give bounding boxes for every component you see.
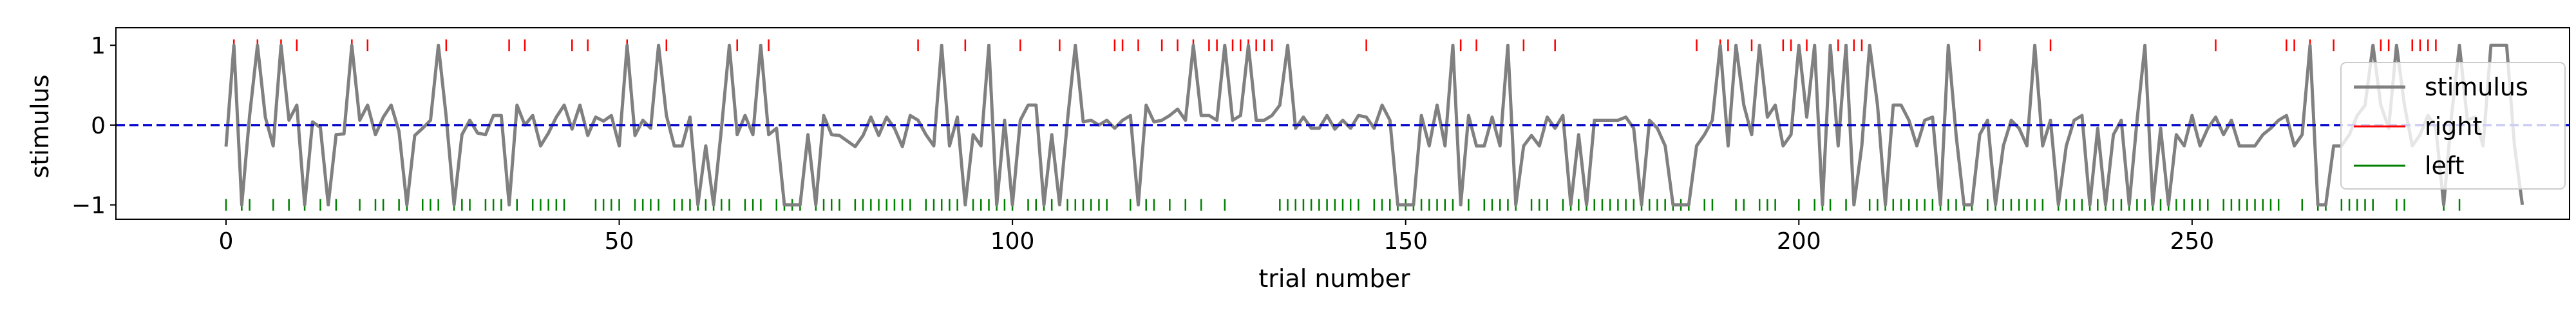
x-tick-label: 0 (219, 228, 234, 255)
x-tick-label: 250 (2170, 228, 2214, 255)
x-tick-label: 200 (1777, 228, 1821, 255)
y-tick-label: −1 (71, 193, 106, 219)
axes-frame (115, 27, 2570, 220)
legend: stimulus right left (2340, 62, 2566, 190)
y-tick-label: 1 (91, 33, 106, 59)
y-axis-label: stimulus (26, 75, 54, 179)
x-tick-label: 150 (1383, 228, 1428, 255)
legend-right-label: right (2425, 112, 2482, 141)
x-tick-label: 50 (605, 228, 634, 255)
x-axis-label: trial number (1258, 264, 1410, 293)
legend-left-label: left (2425, 152, 2465, 180)
legend-stimulus-label: stimulus (2425, 73, 2528, 101)
x-tick-label: 100 (990, 228, 1035, 255)
legend-box (2340, 62, 2566, 190)
y-tick-label: 0 (91, 113, 106, 139)
stimulus-line (224, 43, 2524, 207)
plot-area: 0 50 100 150 200 250 −1 0 1 stimulus right left (71, 27, 2570, 255)
